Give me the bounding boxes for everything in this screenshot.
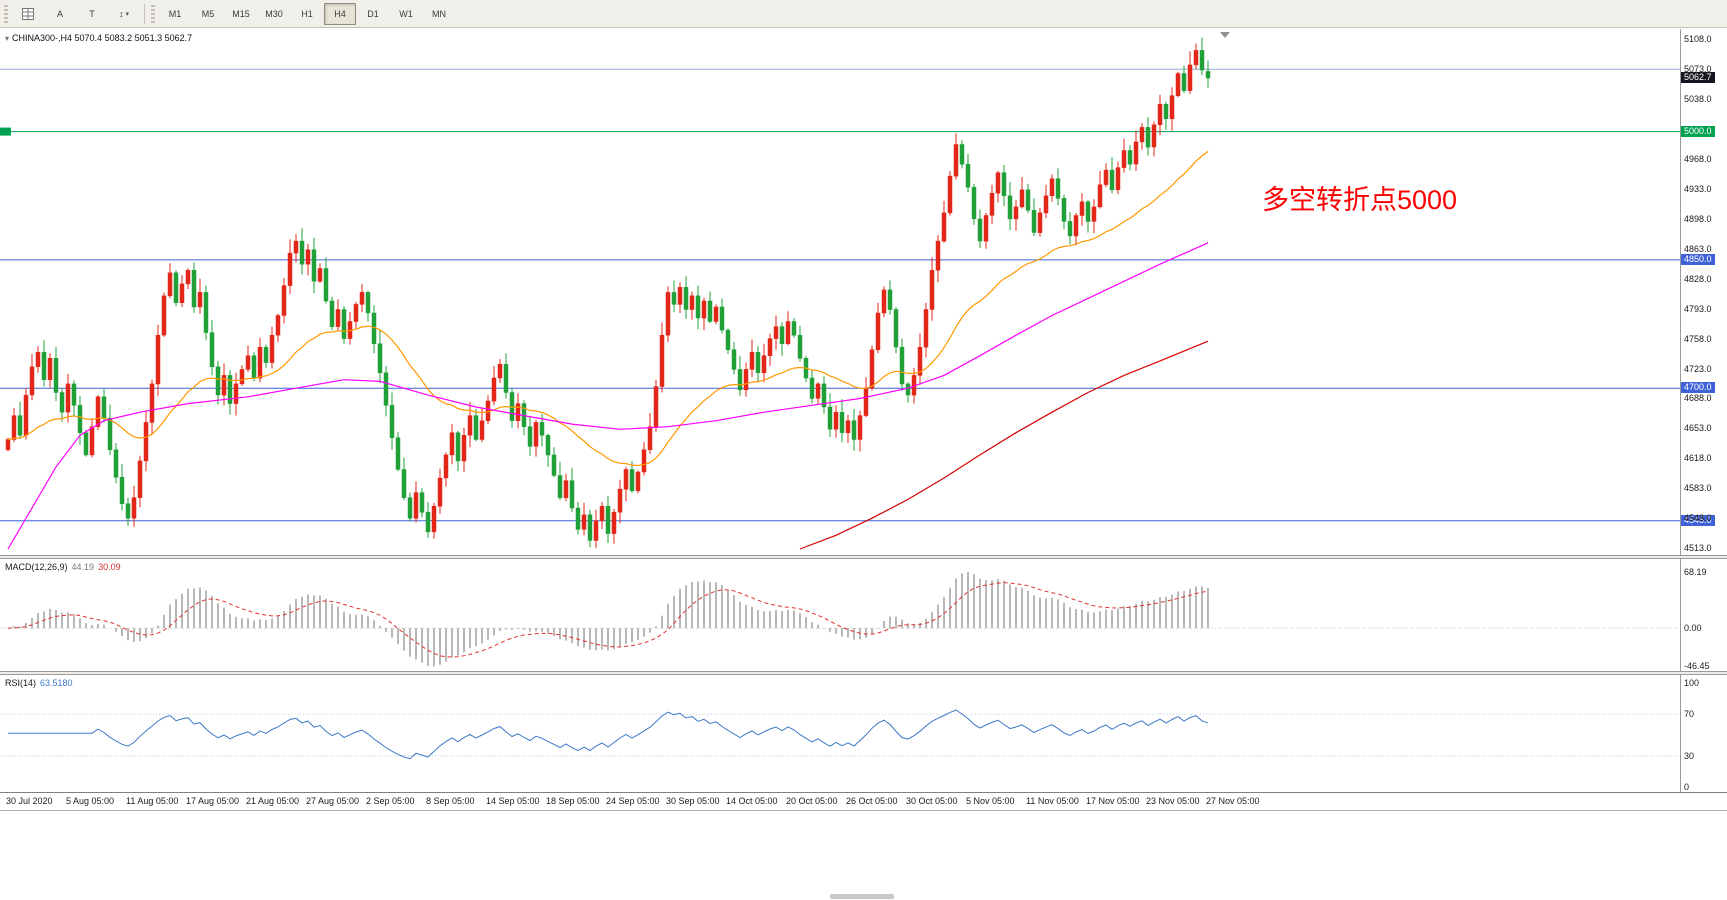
macd-chart [0,559,1680,671]
symbol-dropdown-icon[interactable]: ▾ [5,34,10,43]
timeframe-button-h1[interactable]: H1 [301,8,313,19]
date-label: 14 Sep 05:00 [486,796,540,806]
bottom-strip [0,810,1727,900]
date-label: 2 Sep 05:00 [366,796,415,806]
timeframe-toolbar: M1 M5 M15 M30 H1 H4 D1 W1 MN [159,2,455,25]
macd-main-value: 44.19 [71,562,95,572]
date-label: 17 Nov 05:00 [1086,796,1140,806]
macd-name: MACD(12,26,9) [5,562,68,572]
timeframe-button-mn[interactable]: MN [432,8,446,19]
toolbar: A T ↕ ▾ M1 M5 M15 M30 H1 H4 D1 W1 MN [0,0,1727,28]
chart-window-button[interactable] [12,3,44,25]
macd-signal-value: 30.09 [98,562,121,572]
horizontal-lines [0,68,1680,522]
date-label: 14 Oct 05:00 [726,796,778,806]
date-label: 24 Sep 05:00 [606,796,660,806]
timeframe-button-m1[interactable]: M1 [168,8,182,19]
date-label: 11 Nov 05:00 [1026,796,1079,806]
toolbar-grip[interactable] [151,4,155,23]
date-label: 8 Sep 05:00 [426,796,475,806]
arrows-icon: ↕ [118,8,124,19]
date-label: 18 Sep 05:00 [546,796,600,806]
rsi-label: RSI(14) 63.5180 [5,678,73,688]
symbol-ohlc-header: ▾ CHINA300-,H4 5070.4 5083.2 5051.3 5062.… [5,33,192,43]
date-label: 17 Aug 05:00 [186,796,240,806]
date-label: 21 Aug 05:00 [246,796,300,806]
timeframe-button-m15[interactable]: M15 [232,8,250,19]
date-label: 27 Nov 05:00 [1206,796,1260,806]
time-axis[interactable]: 30 Jul 2020 5 Aug 05:00 11 Aug 05:00 17 Aug… [0,792,1727,810]
rsi-name: RSI(14) [5,678,37,688]
annotation-tool-label: A [56,8,63,19]
panel-collapse-handle[interactable] [830,894,894,899]
date-label: 30 Oct 05:00 [906,796,958,806]
timeframe-button-m5[interactable]: M5 [201,8,215,19]
rsi-chart [0,675,1680,792]
draw-tools-button[interactable]: ↕ ▾ [108,3,140,25]
ma-mid-line [7,242,1209,550]
price-axis[interactable] [1680,29,1727,792]
date-label: 30 Sep 05:00 [666,796,720,806]
timeframe-button-w1[interactable]: W1 [399,8,413,19]
date-label: 5 Aug 05:00 [66,796,115,806]
chart-grid-icon [22,7,34,20]
date-label: 27 Aug 05:00 [306,796,360,806]
macd-histogram [13,572,1209,667]
timeframe-button-m30[interactable]: M30 [265,8,283,19]
date-label: 26 Oct 05:00 [846,796,898,806]
timeframe-button-d1[interactable]: D1 [367,8,379,19]
panel-splitter[interactable] [0,671,1727,675]
date-label: 23 Nov 05:00 [1146,796,1200,806]
annotation-tool-button[interactable]: A [44,3,76,25]
macd-label: MACD(12,26,9) 44.19 30.09 [5,562,121,572]
date-label: 11 Aug 05:00 [126,796,179,806]
date-label: 30 Jul 2020 [6,796,53,806]
candlestick-chart[interactable] [0,29,1680,555]
candles [5,37,1211,549]
panel-splitter[interactable] [0,555,1727,559]
ma-slow-line [799,340,1209,550]
toolbar-separator [144,3,145,24]
rsi-value: 63.5180 [40,678,73,688]
date-label: 5 Nov 05:00 [966,796,1015,806]
toolbar-grip[interactable] [4,4,8,23]
text-tool-label: T [89,8,95,19]
symbol-ohlc-text: CHINA300-,H4 5070.4 5083.2 5051.3 5062.7 [12,33,193,43]
chart-shift-marker-icon[interactable] [1220,32,1230,38]
text-tool-button[interactable]: T [76,3,108,25]
rsi-line [8,709,1209,760]
timeframe-button-h4[interactable]: H4 [324,2,356,25]
dropdown-caret-icon: ▾ [125,10,129,18]
price-annotation: 多空转折点5000 [1262,185,1458,215]
date-label: 20 Oct 05:00 [786,796,838,806]
ma-fast-line [7,150,1209,467]
